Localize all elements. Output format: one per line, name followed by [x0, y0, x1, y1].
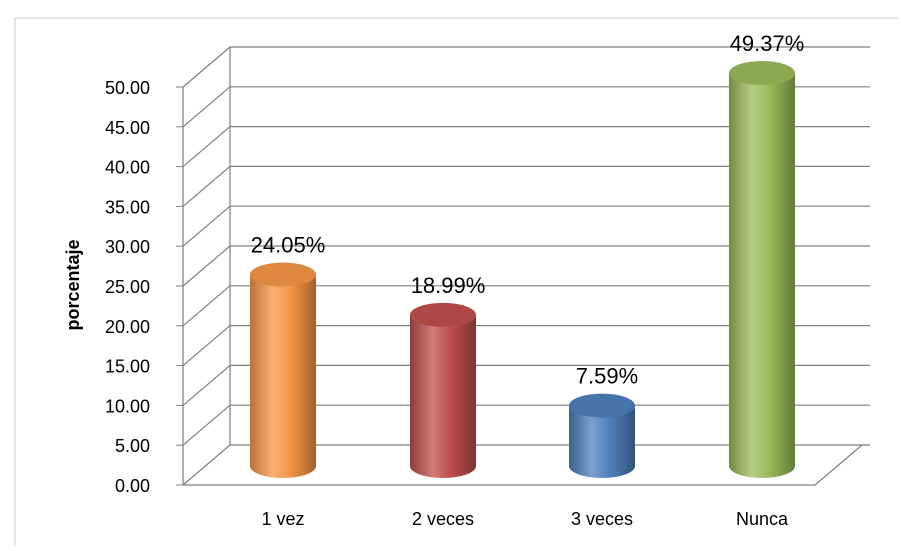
data-label: 7.59%: [576, 364, 638, 389]
bar-body: [569, 405, 635, 478]
y-tick-label: 15.00: [105, 357, 150, 377]
data-label: 24.05%: [251, 233, 326, 258]
y-tick-label: 40.00: [105, 158, 150, 178]
y-tick-label: 25.00: [105, 277, 150, 297]
bar-3-veces: [569, 393, 635, 478]
axes: [14, 17, 898, 546]
data-label: 49.37%: [730, 31, 805, 56]
y-axis-title: porcentaje: [63, 239, 83, 330]
bar-body: [250, 274, 316, 478]
y-tick-label: 50.00: [105, 78, 150, 98]
bar-1-vez: [250, 262, 316, 478]
y-tick-label: 5.00: [115, 436, 150, 456]
bar-top: [569, 393, 635, 418]
bar-body: [729, 73, 795, 478]
y-tick-label: 45.00: [105, 118, 150, 138]
floor-edge: [183, 444, 863, 486]
bar-2-veces: [410, 302, 476, 478]
x-tick-label: 1 vez: [261, 509, 304, 529]
bar-top: [250, 262, 316, 287]
bar-body: [410, 314, 476, 478]
bars: [250, 61, 795, 478]
y-tick-label: 35.00: [105, 197, 150, 217]
y-tick-label: 0.00: [115, 476, 150, 496]
y-tick-label: 10.00: [105, 396, 150, 416]
data-label: 18.99%: [411, 273, 486, 298]
x-tick-label: Nunca: [736, 509, 789, 529]
y-tick-label: 30.00: [105, 237, 150, 257]
bar-top: [729, 61, 795, 86]
x-tick-label: 2 veces: [412, 509, 474, 529]
x-tick-label: 3 veces: [571, 509, 633, 529]
labels: 0.00 5.00 10.00 15.00 20.00 25.00 30.00 35.00 40…: [105, 31, 804, 529]
bar-nunca: [729, 61, 795, 478]
bar-top: [410, 302, 476, 327]
y-tick-label: 20.00: [105, 317, 150, 337]
